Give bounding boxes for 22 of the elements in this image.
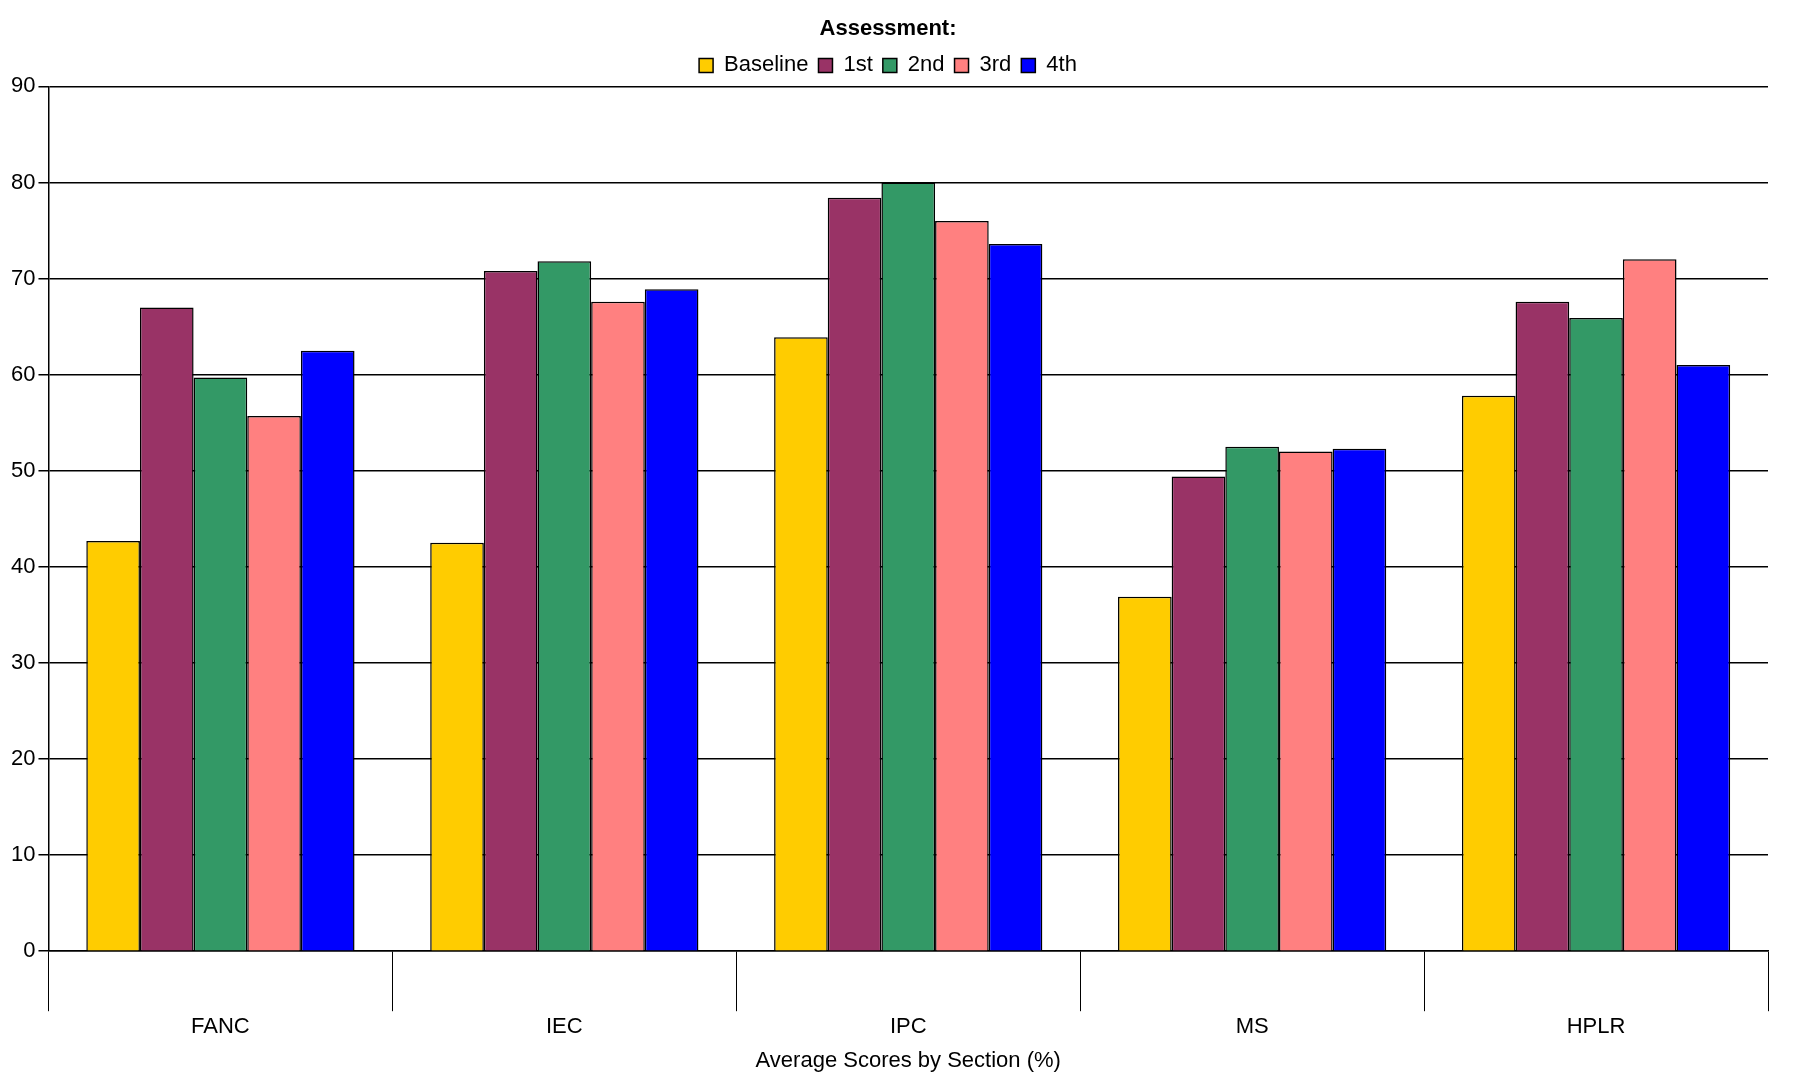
y-tick-label: 90 (10, 72, 36, 98)
legend-label: Baseline (724, 51, 809, 77)
y-tick-label: 30 (10, 649, 36, 674)
y-tick-label: 20 (10, 745, 36, 771)
x-axis-title: Average Scores by Section (%) (755, 1046, 1061, 1072)
y-tick-label: 0 (23, 937, 36, 963)
y-tick-label: 40 (10, 552, 36, 578)
x-tick-label: HPLR (1566, 1013, 1626, 1039)
legend-label: 2nd (907, 51, 945, 77)
x-tick-label: FANC (191, 1013, 250, 1039)
y-tick-label: 50 (10, 456, 36, 482)
y-tick-label: 80 (10, 168, 36, 194)
y-tick-label: 70 (10, 264, 36, 290)
y-tick-label: 10 (10, 841, 36, 867)
x-tick-label: IEC (545, 1013, 583, 1039)
y-tick-label: 60 (10, 360, 36, 386)
x-tick-label: MS (1235, 1013, 1269, 1039)
legend-label: 1st (843, 51, 873, 77)
x-tick-label: IPC (889, 1013, 927, 1039)
legend-label: 3rd (979, 51, 1012, 77)
legend-title: Assessment: (819, 15, 957, 41)
legend-label: 4th (1046, 51, 1077, 77)
